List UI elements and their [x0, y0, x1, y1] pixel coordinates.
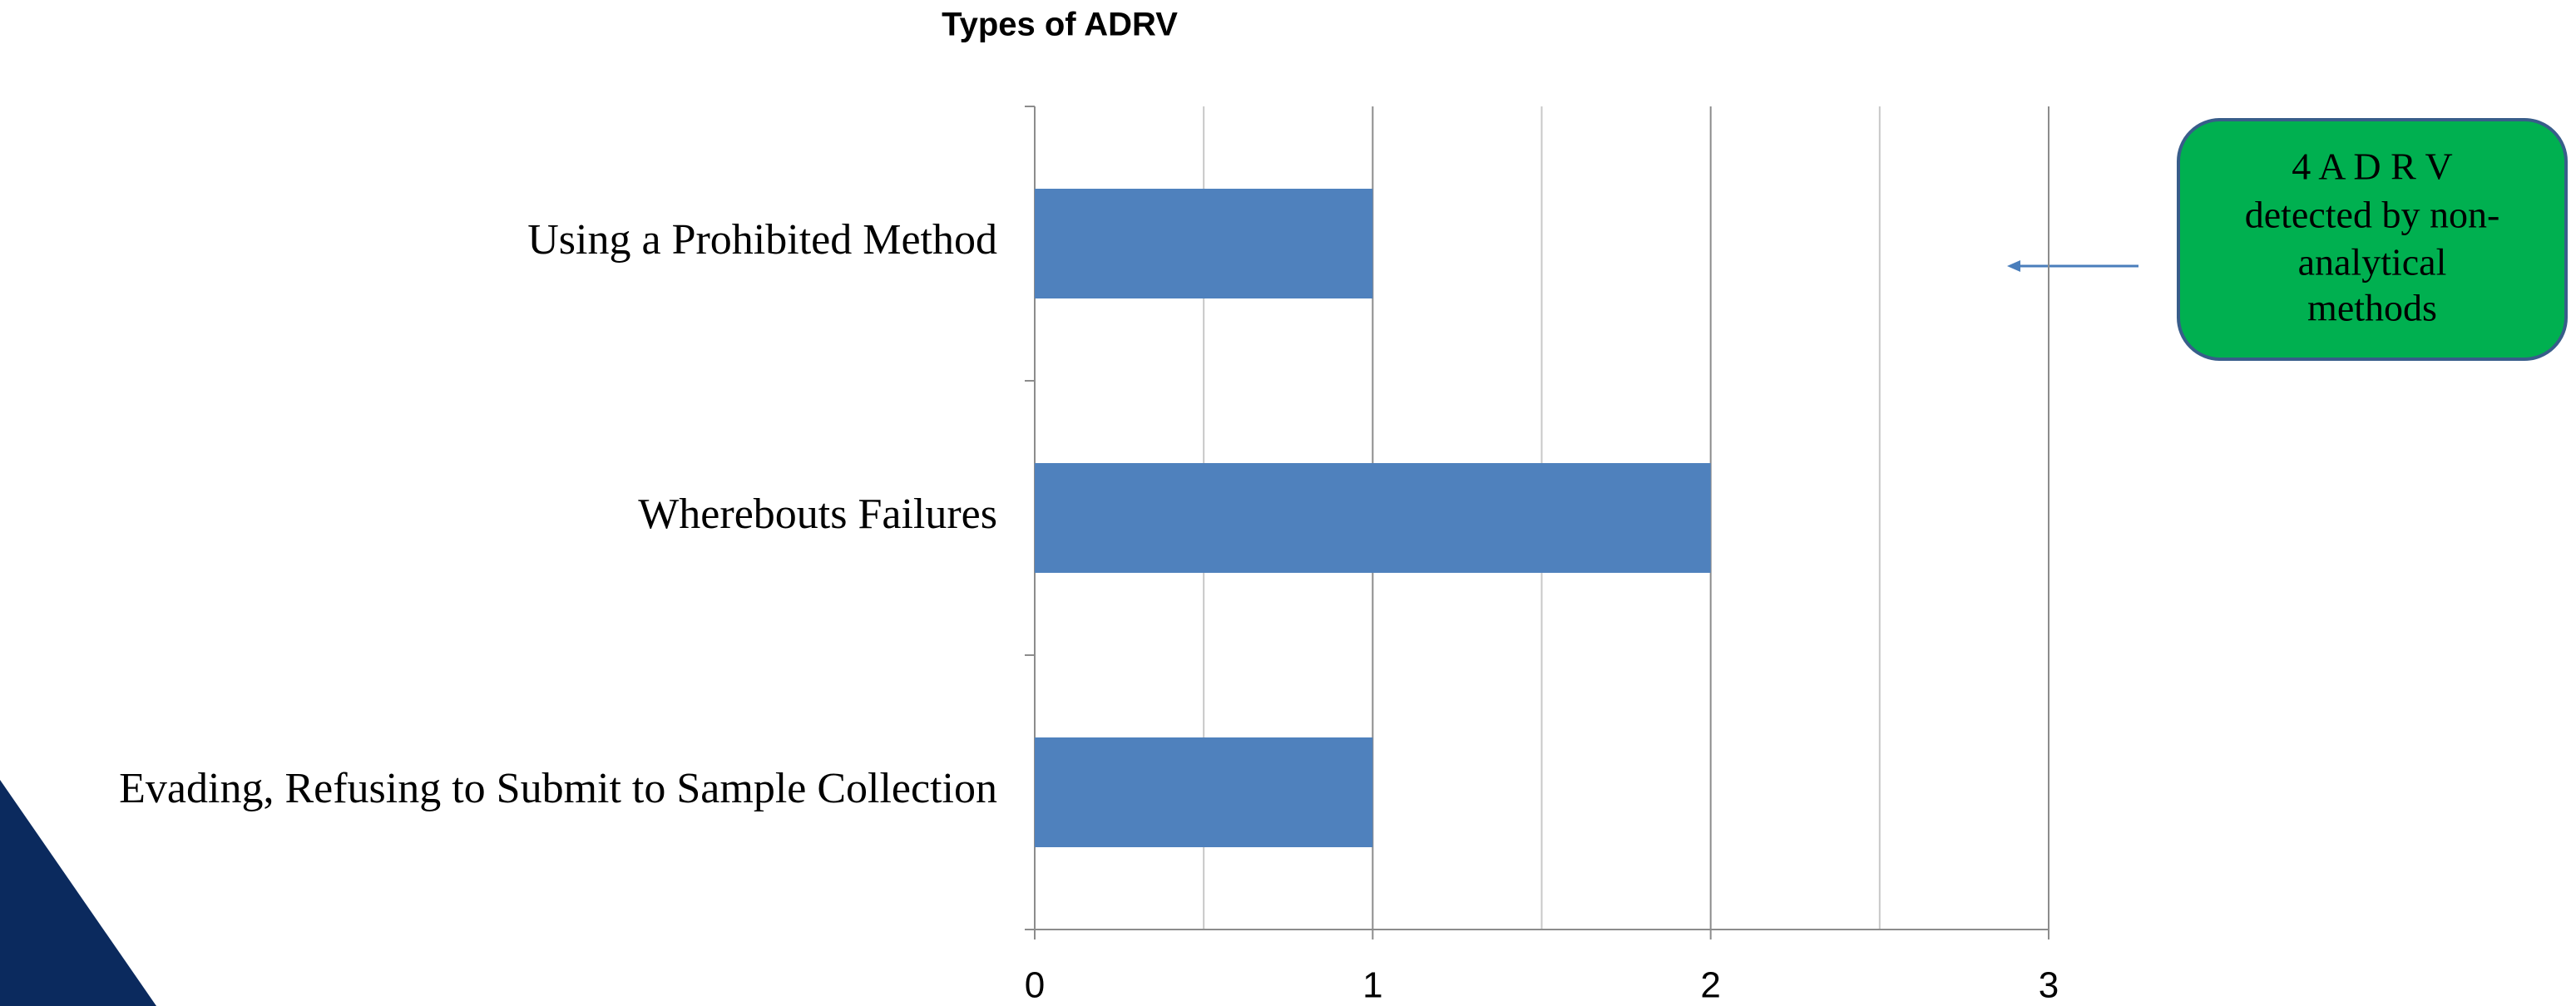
chart-title: Types of ADRV — [942, 7, 1178, 43]
x-tick-label: 0 — [1025, 965, 1045, 1006]
bar — [1035, 463, 1711, 573]
arrow-head — [2007, 260, 2020, 272]
bar — [1035, 737, 1373, 847]
annotation-text: analytical — [2298, 241, 2447, 284]
x-tick-label: 3 — [2039, 965, 2059, 1006]
y-tick-label: Wherebouts Failures — [638, 491, 997, 538]
annotation-text: methods — [2307, 287, 2437, 329]
x-tick-label: 1 — [1362, 965, 1382, 1006]
annotation-box — [2177, 118, 2568, 361]
x-tick-label: 2 — [1700, 965, 1720, 1006]
bar — [1035, 189, 1373, 298]
annotation-text: 4 A D R V — [2292, 145, 2452, 188]
y-tick-label: Evading, Refusing to Submit to Sample Co… — [119, 765, 997, 812]
corner-decoration — [0, 780, 156, 1006]
y-tick-label: Using a Prohibited Method — [527, 216, 997, 264]
annotation-text: detected by non- — [2245, 194, 2500, 236]
